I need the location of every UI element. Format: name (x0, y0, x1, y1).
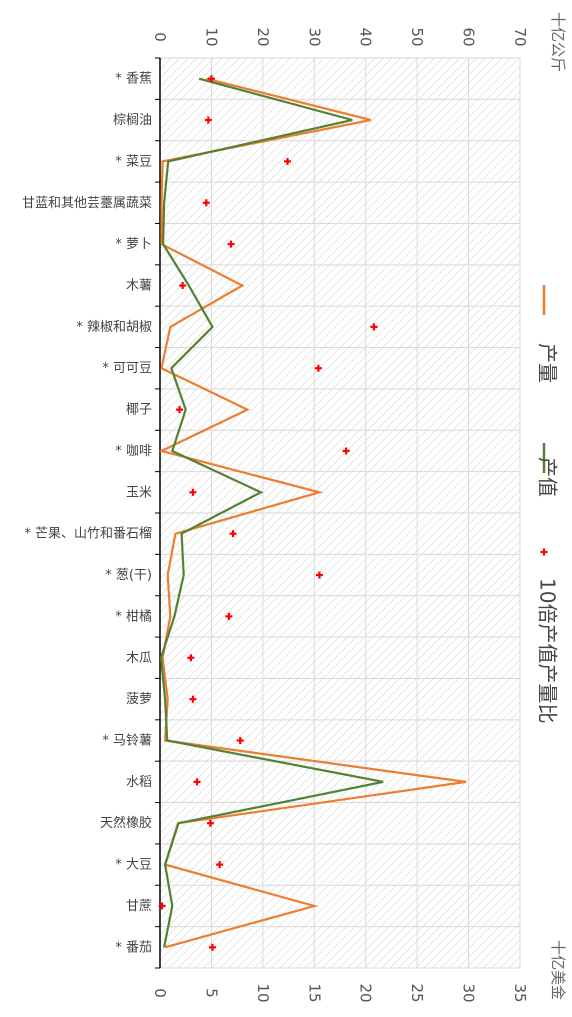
series-line-value (159, 77, 384, 948)
ratio-point (225, 612, 233, 620)
category-label: * 菜豆 (115, 154, 152, 169)
ratio-point (370, 323, 378, 331)
ratio-point (229, 530, 237, 538)
series-line-output (158, 77, 467, 949)
bottom-axis-tick-label: 20 (357, 983, 375, 1002)
category-label: 玉米 (126, 485, 152, 500)
category-label: * 可可豆 (102, 361, 152, 376)
ratio-point (236, 737, 244, 744)
category-label: * 萝卜 (115, 237, 152, 252)
category-label: 甘蓝和其他芸薹属蔬菜 (22, 195, 152, 211)
bottom-axis-unit-label: 十亿美金 (549, 940, 567, 1000)
category-label: 木瓜 (126, 651, 152, 666)
category-label: * 芒果、山竹和番石榴 (24, 526, 152, 542)
category-label: 椰子 (126, 403, 152, 418)
top-axis-tick-label: 10 (202, 27, 220, 46)
category-label: * 柑橘 (115, 608, 152, 624)
ratio-point (204, 116, 212, 124)
category-label: * 香蕉 (115, 72, 152, 87)
legend-label: 10倍产值产量比 (536, 578, 560, 723)
ratio-point (227, 240, 235, 248)
category-label: * 大豆 (115, 858, 152, 873)
top-axis-tick-label: 0 (151, 32, 169, 42)
ratio-point (176, 406, 184, 414)
bottom-axis-tick-label: 30 (460, 983, 478, 1002)
ratio-point (216, 861, 224, 869)
top-axis-tick-label: 70 (511, 27, 529, 46)
ratio-point (208, 943, 216, 951)
bottom-axis-tick-label: 0 (151, 988, 169, 998)
top-axis-tick-label: 60 (460, 27, 478, 46)
category-label: * 番茄 (115, 940, 152, 955)
category-label: 木薯 (126, 279, 152, 294)
category-label: 甘蔗 (126, 899, 152, 914)
ratio-point (193, 778, 201, 786)
bottom-axis-tick-label: 5 (202, 988, 220, 998)
top-axis-tick-label: 30 (305, 27, 323, 46)
top-axis-unit-label: 十亿公斤 (549, 12, 567, 72)
ratio-point (314, 364, 322, 372)
category-label: * 咖啡 (115, 444, 152, 459)
bottom-axis-tick-label: 35 (511, 983, 529, 1002)
category-label: 水稻 (126, 775, 152, 790)
category-label: 棕榈油 (113, 113, 152, 128)
ratio-point (315, 571, 323, 579)
ratio-point (189, 695, 197, 703)
ratio-point (187, 654, 195, 662)
ratio-point (179, 282, 187, 289)
legend-label: 产值 (536, 457, 560, 497)
top-axis-tick-label: 20 (254, 27, 272, 46)
legend-label: 产量 (536, 343, 560, 383)
series-layer (158, 75, 467, 951)
ratio-point (207, 75, 215, 83)
category-label: 天然橡胶 (100, 815, 152, 831)
ratio-point (189, 488, 197, 496)
bottom-axis-tick-label: 15 (305, 983, 323, 1002)
category-label: * 辣椒和胡椒 (76, 320, 152, 335)
category-label: 菠萝 (126, 692, 152, 707)
category-label: * 葱(干) (105, 568, 152, 583)
ratio-point (284, 157, 292, 165)
grid (159, 57, 521, 969)
ratio-point (342, 447, 350, 455)
ratio-point (202, 199, 210, 207)
bottom-axis-tick-label: 25 (408, 983, 426, 1002)
category-label: * 马铃薯 (102, 734, 152, 749)
ratio-point (206, 819, 214, 827)
top-axis-tick-label: 40 (357, 27, 375, 46)
bottom-axis-tick-label: 10 (254, 983, 272, 1002)
ratio-point (158, 902, 166, 910)
top-axis-tick-label: 50 (408, 27, 426, 46)
